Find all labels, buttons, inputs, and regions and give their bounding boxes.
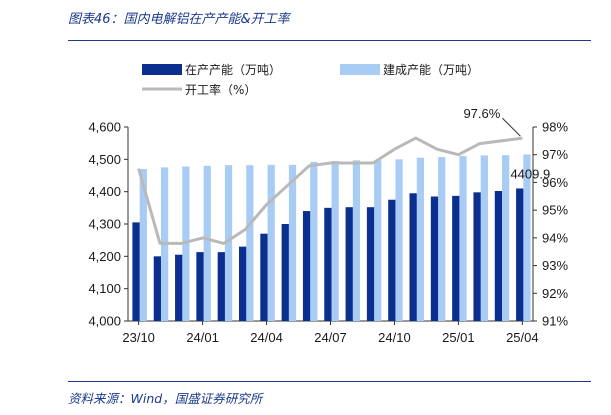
bar-capacity-built: [523, 154, 531, 321]
bar-capacity-running: [260, 233, 268, 321]
y-left-tick-label: 4,300: [88, 217, 121, 232]
bar-capacity-built: [267, 164, 275, 321]
legend: 在产产能（万吨） 建成产能（万吨） 开工率（%）: [142, 63, 479, 97]
bar-capacity-running: [132, 222, 140, 321]
bar-capacity-built: [374, 160, 382, 321]
x-tick-label: 25/04: [506, 330, 539, 345]
x-tick-label: 25/01: [442, 330, 475, 345]
bar-capacity-built: [288, 164, 297, 321]
bar-capacity-built: [480, 155, 488, 321]
y-right-tick-label: 96%: [542, 175, 568, 190]
bar-capacity-built: [438, 157, 446, 321]
bar-capacity-built: [395, 159, 403, 321]
legend-label-capacity-built: 建成产能（万吨）: [383, 63, 479, 77]
bar-capacity-running: [217, 252, 225, 321]
figure-source: 资料来源：Wind，国盛证券研究所: [68, 391, 263, 406]
y-right-tick-label: 95%: [542, 203, 568, 218]
y-left-tick-label: 4,500: [88, 152, 121, 167]
bar-capacity-running: [388, 199, 396, 321]
annotation-utilization-last: 97.6%: [463, 106, 500, 121]
x-tick-label: 24/01: [186, 330, 219, 345]
bar-capacity-running: [494, 191, 503, 321]
x-tick-label: 24/10: [378, 330, 411, 345]
y-right-tick-label: 97%: [542, 147, 568, 162]
bar-capacity-running: [452, 195, 460, 321]
y-right-tick-label: 98%: [542, 120, 568, 135]
legend-label-capacity-running: 在产产能（万吨）: [185, 63, 281, 77]
bar-capacity-built: [502, 155, 510, 321]
legend-swatch-capacity-running: [142, 64, 182, 75]
x-tick-label: 24/04: [250, 330, 283, 345]
bar-capacity-running: [345, 207, 353, 321]
x-tick-label: 24/07: [314, 330, 347, 345]
bar-capacity-running: [238, 246, 247, 321]
bar-capacity-built: [416, 157, 425, 321]
bar-capacity-running: [409, 193, 417, 321]
bar-capacity-built: [203, 165, 211, 321]
bar-capacity-running: [281, 224, 289, 321]
y-right-tick-label: 93%: [542, 258, 568, 273]
bar-capacity-running: [516, 188, 524, 321]
bar-capacity-built: [224, 165, 233, 321]
top-rule: [68, 40, 591, 41]
bar-capacity-running: [430, 196, 439, 321]
annotation-leader-utilization: [501, 117, 521, 137]
y-right-tick-label: 92%: [542, 286, 568, 301]
x-tick-label: 23/10: [122, 330, 155, 345]
bar-capacity-running: [153, 256, 161, 321]
bar-capacity-built: [310, 161, 318, 321]
y-left-tick-label: 4,000: [88, 314, 121, 329]
bar-capacity-running: [302, 211, 311, 321]
y-left-tick-label: 4,100: [88, 281, 121, 296]
bar-capacity-running: [324, 207, 332, 321]
y-right-tick-label: 94%: [542, 230, 568, 245]
bar-capacity-running: [366, 207, 375, 321]
y-left-tick-label: 4,600: [88, 120, 121, 135]
line-utilization: [137, 136, 523, 245]
y-left-tick-label: 4,200: [88, 249, 121, 264]
legend-swatch-capacity-built: [340, 64, 380, 75]
bar-capacity-built: [139, 169, 147, 321]
bar-capacity-running: [473, 192, 481, 321]
bar-capacity-built: [459, 156, 467, 321]
annotation-capacity-last: 4409.9: [510, 166, 550, 181]
bottom-rule: [68, 381, 591, 382]
figure-title: 图表46：国内电解铝在产产能&开工率: [68, 12, 290, 27]
bar-capacity-running: [196, 252, 204, 321]
bar-capacity-running: [175, 254, 183, 321]
bar-capacity-built: [352, 160, 361, 321]
bar-capacity-built: [246, 165, 254, 321]
plot-area: 4,000 4,100 4,200 4,300 4,400 4,500 4,600 91% 92…: [88, 106, 568, 345]
bar-capacity-built: [331, 160, 339, 321]
y-right-tick-label: 91%: [542, 314, 568, 329]
y-left-tick-label: 4,400: [88, 184, 121, 199]
legend-label-utilization: 开工率（%）: [185, 82, 256, 97]
